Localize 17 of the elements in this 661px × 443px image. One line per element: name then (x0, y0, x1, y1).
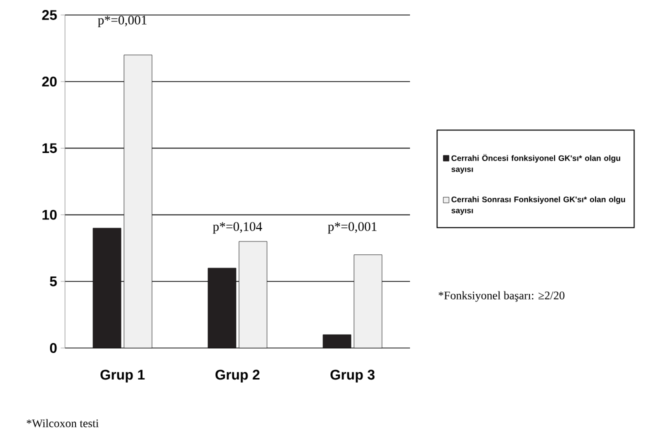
y-tick-label: 5 (50, 276, 57, 286)
y-tick-label: 25 (42, 10, 57, 20)
legend-label: Cerrahi Sonrası Fonksiyonel GK'sı* olan olgu sayısı (451, 196, 626, 215)
annotation: p*=0,104 (212, 222, 262, 234)
y-tick-label: 10 (42, 210, 57, 220)
annotation: p*=0,001 (98, 16, 147, 28)
x-tick-label: Grup 3 (330, 370, 375, 382)
x-tick-label: Grup 1 (100, 370, 145, 382)
y-tick-label: 15 (42, 143, 57, 154)
y-tick-label: 0 (50, 343, 57, 353)
bar (322, 334, 352, 348)
text: *Wilcoxon testi (26, 419, 99, 428)
text: *Fonksiyonel başarı: ≥2/20 (438, 291, 564, 302)
legend-label: Cerrahi Öncesi fonksiyonel GK'sı* olan olgu sayısı (451, 154, 620, 174)
x-tick-label: Grup 2 (216, 370, 260, 382)
y-tick-label: 20 (42, 76, 57, 87)
annotation: p*=0,001 (328, 222, 377, 234)
